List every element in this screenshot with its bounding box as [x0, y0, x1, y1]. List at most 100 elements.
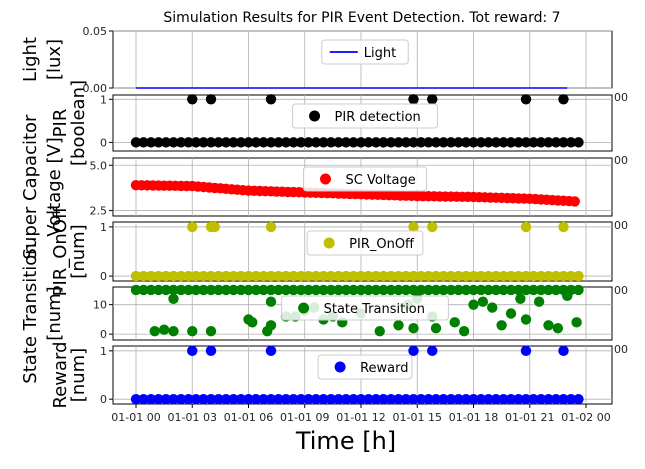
data-point	[498, 284, 509, 296]
legend-label: Light	[364, 46, 396, 61]
data-point	[400, 284, 412, 296]
data-point	[573, 284, 584, 296]
data-point	[243, 270, 254, 282]
data-point	[205, 270, 217, 282]
data-point	[187, 94, 198, 105]
data-point	[543, 320, 554, 331]
data-point	[505, 270, 517, 282]
x-axis-label: Time [h]	[295, 427, 396, 455]
data-point	[183, 137, 194, 148]
data-point	[498, 393, 509, 405]
data-point	[333, 393, 344, 405]
data-point	[168, 393, 179, 405]
data-point	[490, 137, 502, 148]
data-point	[130, 270, 142, 282]
data-point	[408, 393, 419, 405]
data-point	[355, 137, 367, 148]
y-tick-label: 0.00	[83, 82, 108, 95]
data-point	[258, 284, 269, 296]
data-point	[408, 345, 419, 357]
data-point	[198, 270, 209, 282]
data-point	[168, 325, 179, 337]
data-point	[393, 393, 404, 405]
data-point	[168, 137, 179, 148]
data-point	[569, 196, 580, 207]
data-point	[325, 270, 337, 282]
data-point	[449, 317, 460, 328]
x-tick-label: 01-01 00	[111, 411, 160, 424]
data-point	[228, 393, 239, 405]
data-point	[496, 320, 507, 331]
data-point	[243, 284, 254, 296]
data-point	[385, 284, 397, 296]
data-point	[460, 137, 472, 148]
x-tick-label: 01-01 18	[449, 411, 498, 424]
data-point	[138, 270, 149, 282]
data-point	[295, 393, 307, 405]
data-point	[565, 393, 577, 405]
data-point	[558, 270, 569, 282]
data-point	[483, 393, 494, 405]
data-point	[515, 293, 526, 304]
data-point	[138, 393, 149, 405]
data-point	[453, 270, 464, 282]
data-point	[408, 284, 419, 296]
data-point	[520, 221, 532, 233]
data-point	[378, 284, 389, 296]
y-axis-label: PIR_OnOff	[50, 206, 71, 296]
panel-frame	[112, 94, 613, 152]
legend-box	[281, 295, 449, 321]
data-point	[205, 393, 217, 405]
data-point	[400, 137, 412, 148]
data-point	[528, 270, 539, 282]
data-point	[558, 137, 569, 148]
data-point	[160, 393, 172, 405]
data-point	[325, 393, 337, 405]
x-tick-label: 01-02 00	[561, 411, 610, 424]
data-point	[303, 137, 314, 148]
data-point	[423, 284, 434, 296]
data-point	[145, 270, 157, 282]
data-point	[415, 270, 427, 282]
data-point	[258, 270, 269, 282]
legend-label: SC Voltage	[346, 173, 416, 188]
data-point	[250, 137, 262, 148]
data-point	[348, 270, 359, 282]
legend-box	[317, 354, 413, 380]
y-tick-label: 2.5	[90, 205, 108, 218]
data-point	[280, 270, 292, 282]
data-point	[318, 284, 329, 296]
data-point	[228, 270, 239, 282]
data-point	[205, 345, 217, 357]
data-point	[363, 393, 374, 405]
data-point	[265, 393, 277, 405]
y-axis-label: Reward	[50, 341, 71, 408]
data-point	[400, 393, 412, 405]
x-tick-label-fragment: 00	[614, 284, 628, 297]
data-point	[190, 270, 202, 282]
data-point	[187, 221, 198, 233]
data-point	[520, 284, 532, 296]
data-point	[445, 270, 457, 282]
data-point	[565, 137, 577, 148]
data-point	[250, 393, 262, 405]
data-point	[303, 284, 314, 296]
x-axis: 01-01 00 01-01 03 01-01 06 01-01 09 01-01 12…	[111, 404, 611, 424]
data-point	[138, 284, 149, 296]
data-point	[468, 393, 479, 405]
data-point	[183, 270, 194, 282]
y-axis-label: Light	[20, 37, 41, 82]
data-point	[415, 137, 427, 148]
data-point	[438, 393, 449, 405]
data-point	[175, 137, 187, 148]
y-axis-label-unit: [lux]	[44, 39, 65, 80]
data-point	[408, 270, 419, 282]
data-point	[423, 393, 434, 405]
data-point	[130, 137, 142, 148]
data-point	[213, 137, 224, 148]
data-point	[265, 320, 277, 331]
data-point	[513, 270, 524, 282]
data-point	[520, 393, 532, 405]
